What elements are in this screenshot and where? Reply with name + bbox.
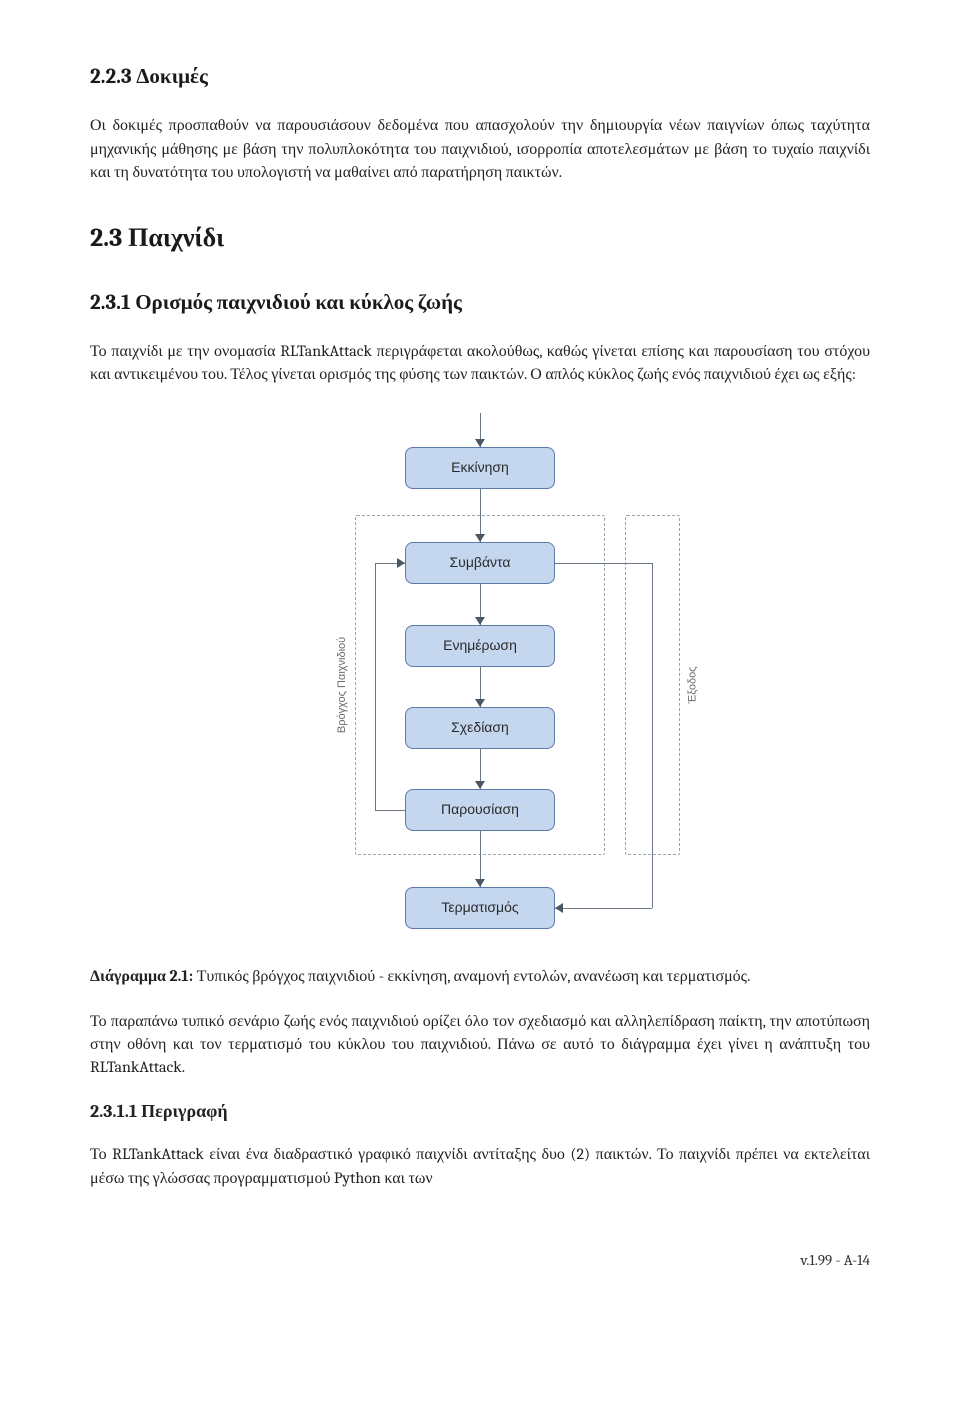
node-n4: Σχεδίαση	[405, 707, 555, 749]
node-n5: Παρουσίαση	[405, 789, 555, 831]
para-perigrafi: Το RLTankAttack είναι ένα διαδραστικό γρ…	[90, 1143, 870, 1189]
flow-edge	[375, 563, 376, 810]
heading-2-3-1: 2.3.1 Ορισμός παιχνιδιού και κύκλος ζωής	[90, 288, 870, 318]
page-footer: v.1.99 - A-14	[90, 1250, 870, 1272]
flow-edge	[375, 810, 405, 811]
arrowhead-icon	[475, 534, 485, 542]
flow-edge	[652, 563, 653, 908]
heading-2-3-1-1: 2.3.1.1 Περιγραφή	[90, 1099, 870, 1125]
arrowhead-icon	[475, 699, 485, 707]
heading-2-3: 2.3 Παιχνίδι	[90, 220, 870, 258]
para-senario: Το παραπάνω τυπικό σενάριο ζωής ενός παι…	[90, 1010, 870, 1080]
figure-caption-text: Τυπικός βρόγχος παιχνιδιού - εκκίνηση, α…	[193, 967, 750, 985]
para-dokimes: Οι δοκιμές προσπαθούν να παρουσιάσουν δε…	[90, 114, 870, 184]
node-n2: Συμβάντα	[405, 542, 555, 584]
flow-edge	[555, 908, 652, 909]
arrowhead-icon	[475, 617, 485, 625]
heading-2-2-3: 2.2.3 Δοκιμές	[90, 62, 870, 92]
arrowhead-icon	[475, 781, 485, 789]
flowchart-game-loop: Βρόγχος Παιχνιδιού Έξοδος Εκκίνηση Συμβάντα…	[90, 407, 870, 937]
figure-caption-2-1: Διάγραμμα 2.1: Τυπικός βρόγχος παιχνιδιο…	[90, 965, 870, 988]
arrowhead-icon	[475, 879, 485, 887]
loop-box-label: Βρόγχος Παιχνιδιού	[335, 636, 351, 732]
exit-box-label: Έξοδος	[685, 666, 701, 703]
node-n3: Ενημέρωση	[405, 625, 555, 667]
arrowhead-icon	[397, 558, 405, 568]
node-n1: Εκκίνηση	[405, 447, 555, 489]
flow-edge	[555, 563, 652, 564]
para-orismos: Το παιχνίδι με την ονομασία RLTankAttack…	[90, 340, 870, 386]
node-n6: Τερματισμός	[405, 887, 555, 929]
arrowhead-icon	[475, 439, 485, 447]
arrowhead-icon	[555, 903, 563, 913]
figure-caption-label: Διάγραμμα 2.1:	[90, 967, 193, 985]
